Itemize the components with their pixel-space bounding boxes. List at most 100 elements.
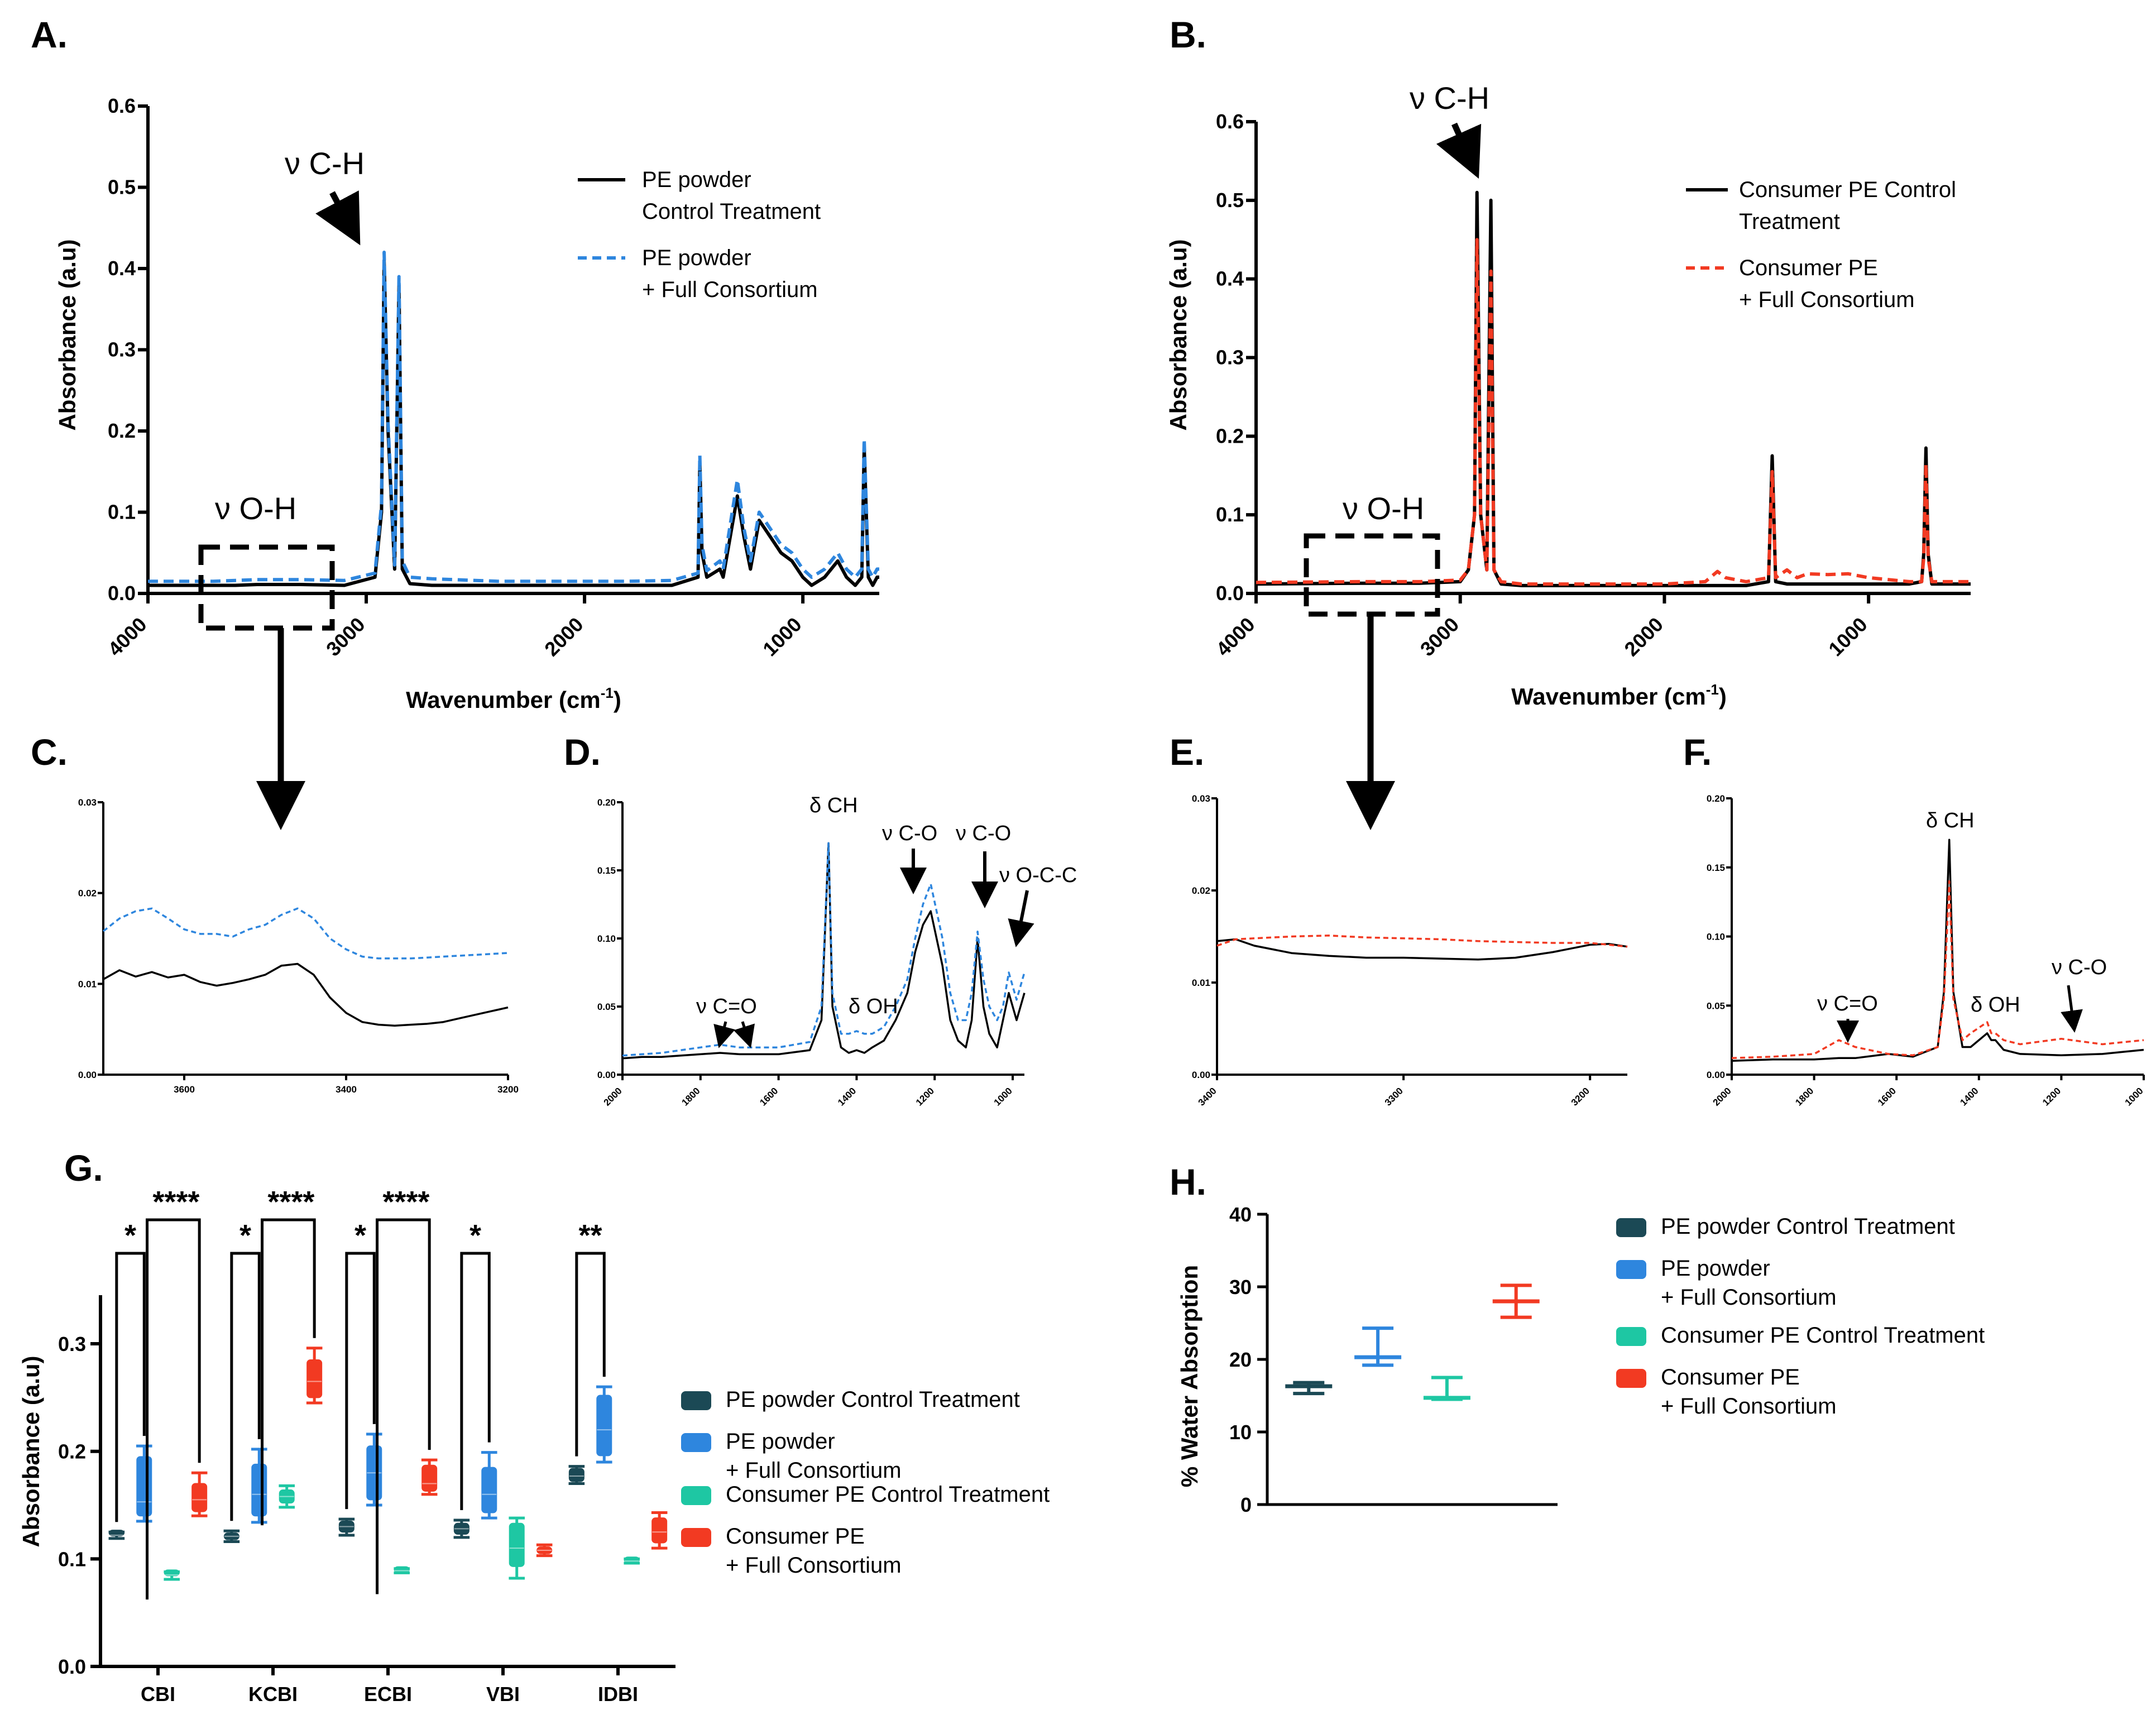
chart-a-annotation-oh: ν O-H <box>215 491 296 526</box>
chart-b-y-axis-label: Absorbance (a.u) <box>1165 239 1191 430</box>
chart-a-y-axis-label: Absorbance (a.u) <box>54 239 80 430</box>
panel-label-b: B. <box>1170 14 1206 55</box>
chart-a-ch-arrow <box>315 190 361 246</box>
chart-f-y-tick-label: 0.00 <box>1707 1070 1725 1080</box>
chart-f-x-tick-label: 1000 <box>2123 1085 2145 1108</box>
chart-h-water-absorption: 0 10 20 30 40 % Water Absorption PE powder C… <box>1176 1203 1985 1516</box>
chart-f-fingerprint-consumer-pe: 0.00 0.05 0.10 0.15 0.20 2000 1800 1600 1400 1200… <box>1707 793 2145 1108</box>
chart-a-legend-treated-1: PE powder <box>642 246 751 270</box>
chart-h-legend: PE powder Control Treatment PE powder + Fu… <box>1616 1214 1985 1419</box>
chart-b-y-tick-label: 0.2 <box>1216 424 1244 447</box>
chart-e-y-tick-label: 0.02 <box>1192 885 1210 896</box>
chart-g-legend-swatch <box>681 1391 711 1410</box>
chart-h-legend-swatch <box>1616 1327 1646 1346</box>
chart-d-x-tick-label: 2000 <box>602 1085 624 1108</box>
chart-g-sig-bracket-short <box>460 1252 491 1510</box>
chart-b-ftir-consumer-pe: 0.0 0.1 0.2 0.3 0.4 0.5 0.6 4000 3000 2000 1000 ν … <box>1165 80 1971 830</box>
chart-g-box <box>509 1522 525 1567</box>
chart-d-annotation-dch: δ CH <box>809 794 858 817</box>
chart-a-x-axis-label: Wavenumber (cm-1) <box>406 684 621 713</box>
chart-h-y-tick-label: 0 <box>1240 1493 1252 1516</box>
chart-h-legend-label: PE powder Control Treatment <box>1661 1214 1955 1239</box>
chart-g-sig-bracket-long <box>261 1218 316 1526</box>
chart-g-box <box>136 1456 152 1517</box>
chart-f-y-tick-label: 0.15 <box>1707 863 1725 873</box>
chart-g-sig-bracket-short <box>115 1252 146 1522</box>
chart-b-annotation-ch: ν C-H <box>1410 80 1489 116</box>
chart-b-x-axis-label: Wavenumber (cm-1) <box>1511 681 1727 710</box>
chart-h-y-tick-label: 30 <box>1229 1276 1252 1299</box>
chart-b-y-tick-label: 0.3 <box>1216 346 1244 369</box>
chart-b-x-tick-label: 1000 <box>1824 613 1872 661</box>
chart-d-y-tick-label: 0.10 <box>597 933 616 944</box>
chart-d-x-tick-label: 1000 <box>992 1085 1014 1108</box>
chart-g-y-axis-label: Absorbance (a.u) <box>18 1355 44 1547</box>
chart-g-x-tick-label: CBI <box>141 1683 175 1706</box>
chart-b-legend-treated-2: + Full Consortium <box>1739 288 1915 312</box>
chart-g-sig-label-short: * <box>124 1219 136 1252</box>
chart-e-oh-zoom-consumer-pe: 0.00 0.01 0.02 0.03 3400 3300 3200 <box>1192 793 1628 1108</box>
chart-b-y-tick-label: 0.1 <box>1216 503 1244 526</box>
chart-b-x-tick-label: 4000 <box>1211 613 1259 661</box>
chart-g-legend-label: Consumer PE <box>726 1524 865 1549</box>
chart-h-y-tick-label: 40 <box>1229 1203 1252 1226</box>
chart-h-legend-swatch <box>1616 1260 1646 1279</box>
chart-g-legend-swatch <box>681 1528 711 1547</box>
chart-b-series-control <box>1256 190 1971 587</box>
chart-a-y-tick-label: 0.6 <box>108 94 136 117</box>
chart-e-y-tick-label: 0.03 <box>1192 793 1210 804</box>
chart-g-box <box>164 1569 180 1577</box>
chart-a-series-treated <box>148 250 879 583</box>
chart-b-annotation-oh: ν O-H <box>1343 491 1424 526</box>
chart-d-y-tick-label: 0.05 <box>597 1002 616 1012</box>
chart-e-x-tick-label: 3400 <box>1196 1085 1219 1108</box>
chart-a-legend-treated-2: + Full Consortium <box>642 277 818 302</box>
chart-b-x-tick-label: 3000 <box>1416 613 1464 661</box>
chart-f-series-control <box>1731 839 2144 1062</box>
chart-b-series-treated <box>1256 238 1971 586</box>
chart-g-sig-bracket-short <box>345 1252 376 1510</box>
chart-d-y-tick-label: 0.20 <box>597 797 616 808</box>
chart-a-legend-control-1: PE powder <box>642 167 751 192</box>
chart-f-x-tick-label: 2000 <box>1711 1085 1733 1108</box>
chart-g-box <box>596 1395 612 1457</box>
panel-label-f: F. <box>1683 731 1712 773</box>
chart-g-box <box>421 1464 438 1492</box>
chart-g-y-tick-label: 0.3 <box>58 1333 86 1355</box>
chart-g-box <box>624 1556 640 1564</box>
panel-label-d: D. <box>564 731 601 773</box>
chart-a-y-tick-label: 0.2 <box>108 419 136 442</box>
chart-a-x-tick-label: 2000 <box>540 613 588 661</box>
chart-g-sig-label-long: **** <box>152 1185 199 1219</box>
chart-g-box <box>568 1468 584 1482</box>
chart-d-y-tick-label: 0.15 <box>597 865 616 876</box>
chart-d-fingerprint-pe-powder: 0.00 0.05 0.10 0.15 0.20 2000 1800 1600 1400 1200… <box>597 794 1077 1108</box>
chart-d-x-tick-label: 1800 <box>679 1085 702 1108</box>
chart-g-sig-label-short: * <box>354 1219 366 1252</box>
chart-g-box <box>394 1566 410 1573</box>
chart-e-x-tick-label: 3300 <box>1383 1085 1405 1108</box>
chart-g-x-tick-label: VBI <box>486 1683 520 1706</box>
chart-d-y-tick-label: 0.00 <box>597 1070 616 1080</box>
chart-g-sig-bracket-long <box>376 1218 431 1594</box>
chart-g-sig-label-short: * <box>469 1219 481 1252</box>
chart-g-sig-label-short: ** <box>579 1219 602 1252</box>
chart-f-y-tick-label: 0.05 <box>1707 1000 1725 1011</box>
chart-f-x-tick-label: 1200 <box>2040 1085 2063 1108</box>
chart-f-x-tick-label: 1800 <box>1793 1085 1815 1108</box>
chart-f-y-tick-label: 0.10 <box>1707 932 1725 942</box>
chart-c-oh-zoom-pe-powder: 0.00 0.01 0.02 0.03 3600 3400 3200 <box>78 797 519 1095</box>
chart-f-annotation-dch: δ CH <box>1926 809 1975 832</box>
chart-b-x-tick-label: 2000 <box>1620 613 1668 661</box>
chart-g-sig-bracket-long <box>146 1218 201 1600</box>
chart-h-legend-swatch <box>1616 1369 1646 1388</box>
chart-d-series-control <box>622 842 1026 1060</box>
panel-label-a: A. <box>31 14 68 55</box>
chart-h-legend-label: Consumer PE <box>1661 1365 1800 1390</box>
chart-g-y-tick-label: 0.0 <box>58 1655 86 1678</box>
chart-a-x-tick-label: 1000 <box>758 613 806 661</box>
chart-f-y-tick-label: 0.20 <box>1707 793 1725 804</box>
chart-a-x-tick-label: 3000 <box>322 613 370 661</box>
chart-g-legend-label: PE powder <box>726 1429 835 1454</box>
